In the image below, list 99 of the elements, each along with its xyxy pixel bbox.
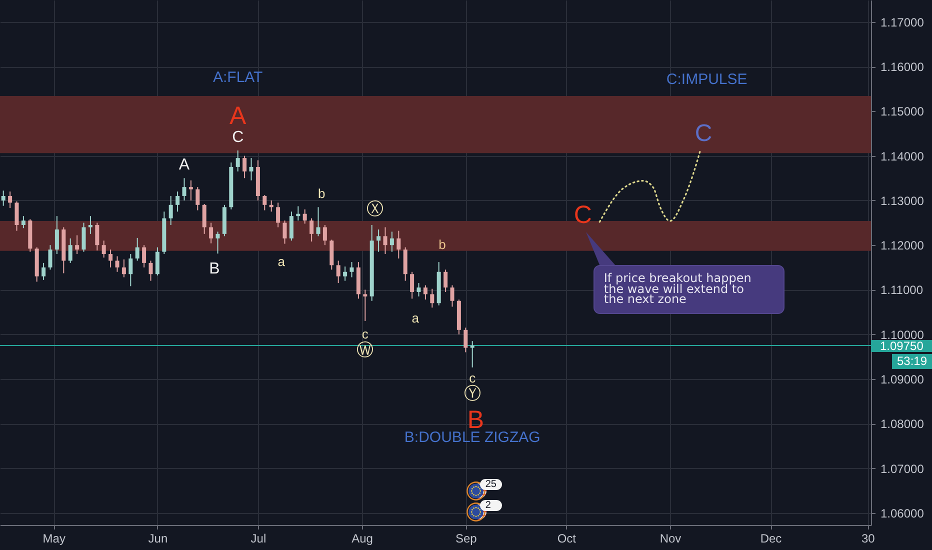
candlestick bbox=[196, 186, 200, 211]
candlestick bbox=[8, 191, 12, 209]
candlestick bbox=[383, 226, 388, 255]
y-tick-label: 1.14000 bbox=[880, 149, 924, 164]
y-tick-label: 1.10000 bbox=[880, 328, 924, 342]
candlestick bbox=[82, 222, 86, 252]
x-tick-label: Nov bbox=[660, 532, 682, 546]
candlestick bbox=[464, 327, 468, 353]
candlestick bbox=[54, 216, 59, 255]
candlestick bbox=[450, 284, 454, 308]
candlestick bbox=[302, 208, 307, 224]
ref-line-label: 1.09750 bbox=[871, 339, 932, 354]
candlestick bbox=[470, 340, 474, 368]
annotation: C:IMPULSE bbox=[666, 71, 748, 88]
annotation: A:FLAT bbox=[212, 69, 263, 86]
x-tick-label: Dec bbox=[760, 532, 782, 546]
candlestick bbox=[176, 191, 180, 212]
candlestick bbox=[1, 190, 6, 206]
x-tick-label: Jul bbox=[250, 532, 266, 546]
y-tick-label: 1.06000 bbox=[880, 506, 924, 520]
annotation: A bbox=[230, 102, 247, 130]
x-tick-label: Oct bbox=[557, 532, 577, 546]
annotation: b bbox=[318, 186, 326, 202]
y-tick-label: 1.12000 bbox=[880, 238, 924, 253]
candlestick bbox=[416, 282, 421, 297]
annotation: Ⓦ bbox=[356, 340, 374, 360]
annotation: b bbox=[438, 237, 446, 252]
x-tick-label: 30 bbox=[861, 532, 876, 546]
candlestick bbox=[336, 260, 340, 284]
candlestick bbox=[262, 194, 267, 211]
candlestick bbox=[423, 284, 428, 300]
candlestick bbox=[75, 234, 80, 255]
y-tick-label: 1.17000 bbox=[880, 15, 924, 30]
x-tick-label: Aug bbox=[352, 532, 373, 546]
annotation: C bbox=[574, 201, 592, 230]
candlestick bbox=[68, 238, 72, 264]
candlestick bbox=[168, 195, 173, 226]
candlestick bbox=[276, 202, 280, 228]
annotation: 25 bbox=[480, 479, 502, 490]
y-tick-label: 1.13000 bbox=[880, 194, 924, 208]
candlestick bbox=[282, 220, 287, 244]
annotation: a bbox=[412, 310, 420, 326]
candlestick bbox=[48, 244, 52, 270]
candlestick bbox=[148, 260, 153, 282]
candlestick bbox=[209, 222, 214, 244]
candlestick bbox=[108, 249, 113, 268]
candlestick bbox=[115, 256, 120, 272]
x-tick-label: Sep bbox=[455, 532, 478, 546]
candlestick bbox=[444, 269, 448, 292]
y-tick-label: 1.08000 bbox=[880, 417, 924, 432]
annotation: 2 bbox=[480, 500, 502, 511]
candlestick bbox=[236, 150, 240, 172]
candlestick bbox=[95, 222, 100, 251]
annotation: Ⓧ bbox=[366, 199, 384, 218]
annotation: c bbox=[362, 326, 369, 342]
candlestick bbox=[216, 231, 220, 254]
candlestick bbox=[242, 155, 247, 179]
y-tick-label: 1.16000 bbox=[880, 60, 924, 74]
candlestick bbox=[410, 271, 414, 300]
line-series bbox=[598, 150, 701, 223]
candlestick bbox=[316, 206, 320, 237]
candlestick bbox=[396, 230, 401, 259]
candlestick bbox=[310, 218, 314, 242]
candlestick bbox=[128, 254, 133, 287]
candlestick bbox=[350, 262, 354, 278]
candlestick bbox=[135, 237, 140, 262]
y-tick-label: 1.11000 bbox=[880, 283, 924, 298]
y-tick-label: 1.07000 bbox=[880, 462, 924, 476]
candlestick bbox=[343, 266, 348, 282]
candlestick bbox=[202, 204, 206, 234]
candlestick bbox=[122, 258, 126, 278]
y-tick-label: 1.15000 bbox=[880, 104, 924, 119]
candlestick bbox=[14, 200, 19, 232]
annotation: Ⓨ bbox=[464, 384, 481, 404]
candlestick bbox=[363, 289, 368, 322]
candlestick bbox=[289, 211, 294, 242]
candlestick bbox=[102, 240, 106, 258]
text: 53:19 bbox=[892, 354, 932, 369]
candlestick bbox=[188, 180, 193, 201]
annotation: If price breakout happen the wave will extend to the next zone bbox=[604, 271, 752, 306]
x-tick-label: May bbox=[42, 532, 66, 546]
candlestick bbox=[390, 231, 394, 252]
annotation: a bbox=[278, 254, 286, 270]
candlestick bbox=[21, 216, 26, 229]
candlestick bbox=[142, 244, 146, 268]
annotation: c bbox=[469, 370, 476, 386]
candlestick bbox=[430, 288, 434, 308]
candlestick bbox=[249, 158, 254, 181]
candlestick bbox=[322, 224, 327, 246]
candlestick bbox=[182, 178, 186, 201]
candlestick bbox=[42, 262, 46, 280]
annotation: C bbox=[694, 120, 712, 147]
annotation: B bbox=[209, 260, 220, 278]
candlestick bbox=[376, 228, 381, 252]
annotation: C bbox=[232, 129, 244, 146]
candlestick bbox=[155, 246, 160, 276]
x-tick-label: Jun bbox=[148, 532, 168, 546]
y-tick-label: 1.09000 bbox=[880, 372, 924, 387]
annotation: A bbox=[178, 156, 190, 174]
